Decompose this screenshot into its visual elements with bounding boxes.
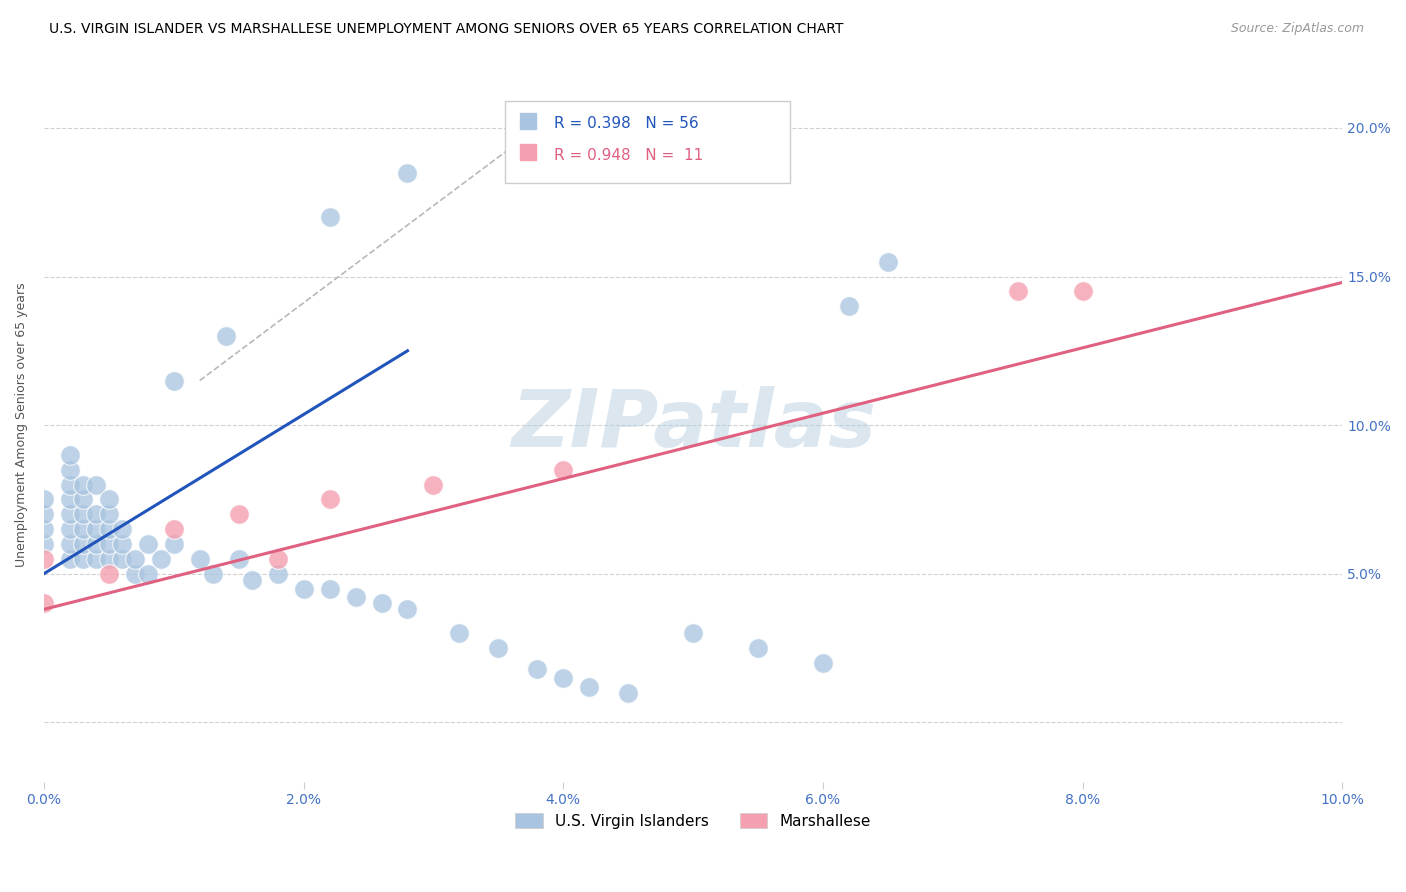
FancyBboxPatch shape (505, 101, 790, 183)
Text: ZIPatlas: ZIPatlas (510, 386, 876, 464)
Point (84, 477, 107, 491)
Point (838, 299, 860, 313)
Point (370, 596, 392, 610)
Point (111, 537, 134, 551)
Point (32, 522, 55, 536)
Point (553, 165, 575, 179)
Point (228, 551, 250, 566)
Point (876, 254, 898, 268)
Text: R = 0.398   N = 56: R = 0.398 N = 56 (554, 116, 699, 131)
Point (124, 551, 146, 566)
Text: R = 0.948   N =  11: R = 0.948 N = 11 (554, 148, 703, 162)
Point (97, 551, 120, 566)
Point (344, 591, 367, 605)
Point (84, 537, 107, 551)
Point (72, 537, 94, 551)
Point (84, 522, 107, 536)
Point (201, 566, 224, 581)
Point (97, 492, 120, 507)
Point (266, 566, 288, 581)
Point (59, 507, 82, 521)
Point (72, 507, 94, 521)
Point (163, 522, 186, 536)
Point (59, 551, 82, 566)
Point (72, 477, 94, 491)
Point (32, 492, 55, 507)
Point (32, 596, 55, 610)
Point (422, 477, 444, 491)
Point (59, 463, 82, 477)
Point (486, 640, 509, 655)
Point (72, 522, 94, 536)
Point (149, 551, 172, 566)
Point (318, 492, 340, 507)
Point (449, 626, 471, 640)
Point (266, 551, 288, 566)
Point (136, 537, 159, 551)
Point (111, 551, 134, 566)
Point (318, 210, 340, 224)
Point (526, 662, 548, 676)
Point (811, 656, 834, 670)
Point (72, 551, 94, 566)
Point (553, 671, 575, 685)
Point (97, 522, 120, 536)
Point (72, 492, 94, 507)
Point (747, 640, 769, 655)
Point (396, 165, 419, 179)
Point (59, 522, 82, 536)
Point (59, 537, 82, 551)
Point (617, 685, 640, 699)
Point (84, 507, 107, 521)
Point (318, 582, 340, 596)
Point (578, 680, 600, 694)
Point (59, 477, 82, 491)
Legend: U.S. Virgin Islanders, Marshallese: U.S. Virgin Islanders, Marshallese (509, 806, 877, 835)
Point (1007, 285, 1029, 299)
Point (136, 566, 159, 581)
Point (97, 566, 120, 581)
Point (32, 551, 55, 566)
Point (228, 507, 250, 521)
Point (292, 582, 315, 596)
Point (1071, 285, 1094, 299)
Point (240, 573, 263, 587)
Point (32, 537, 55, 551)
Point (188, 551, 211, 566)
Point (97, 507, 120, 521)
Point (163, 537, 186, 551)
Point (124, 566, 146, 581)
Point (682, 626, 704, 640)
Y-axis label: Unemployment Among Seniors over 65 years: Unemployment Among Seniors over 65 years (15, 283, 28, 567)
Point (84, 551, 107, 566)
Point (97, 537, 120, 551)
Point (553, 463, 575, 477)
Point (396, 602, 419, 616)
Text: Source: ZipAtlas.com: Source: ZipAtlas.com (1230, 22, 1364, 36)
Point (163, 374, 186, 388)
Text: U.S. VIRGIN ISLANDER VS MARSHALLESE UNEMPLOYMENT AMONG SENIORS OVER 65 YEARS COR: U.S. VIRGIN ISLANDER VS MARSHALLESE UNEM… (49, 22, 844, 37)
Point (59, 492, 82, 507)
Point (32, 507, 55, 521)
Point (111, 522, 134, 536)
Point (215, 329, 238, 343)
Point (59, 448, 82, 462)
